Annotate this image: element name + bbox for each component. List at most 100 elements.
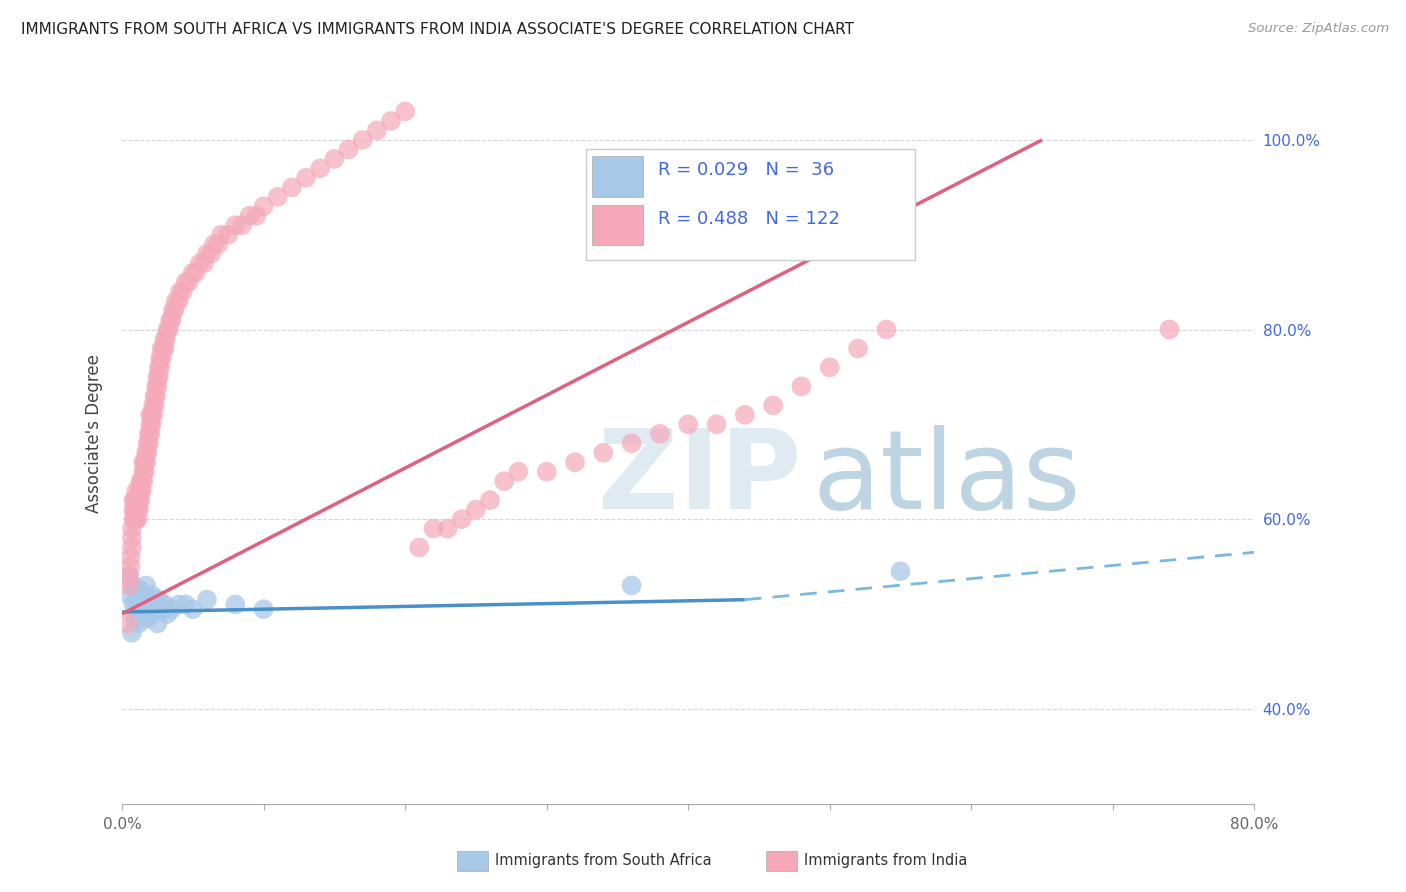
Point xyxy=(323,152,346,166)
Point xyxy=(135,455,157,469)
Point xyxy=(238,209,260,223)
Point xyxy=(245,209,267,223)
Point xyxy=(352,133,374,147)
Point xyxy=(309,161,332,176)
Point xyxy=(152,342,174,356)
Point xyxy=(127,607,149,621)
Point xyxy=(141,408,163,422)
Point xyxy=(148,592,170,607)
Point xyxy=(139,417,162,432)
Point xyxy=(127,502,149,516)
Point xyxy=(136,446,159,460)
Point xyxy=(224,218,246,232)
Point xyxy=(139,598,162,612)
Point xyxy=(281,180,304,194)
Point xyxy=(172,285,194,299)
Text: R = 0.029   N =  36: R = 0.029 N = 36 xyxy=(658,161,834,178)
Point xyxy=(135,446,157,460)
Text: ZIP: ZIP xyxy=(598,425,801,532)
Point xyxy=(118,569,141,583)
Point xyxy=(762,398,785,412)
Point xyxy=(160,602,183,616)
Point xyxy=(648,426,671,441)
Point xyxy=(127,493,149,508)
Point xyxy=(134,588,156,602)
Point xyxy=(143,389,166,403)
Point xyxy=(121,531,143,545)
Point xyxy=(121,625,143,640)
Point xyxy=(142,408,165,422)
Point xyxy=(165,294,187,309)
Point xyxy=(148,370,170,384)
Point xyxy=(150,602,173,616)
Point xyxy=(184,266,207,280)
Point xyxy=(132,465,155,479)
Point xyxy=(142,398,165,412)
Point xyxy=(138,436,160,450)
Point xyxy=(209,227,232,242)
Point xyxy=(706,417,728,432)
Point xyxy=(875,322,897,336)
Point xyxy=(125,512,148,526)
Point xyxy=(818,360,841,375)
Point xyxy=(141,417,163,432)
FancyBboxPatch shape xyxy=(592,204,643,245)
Point xyxy=(131,483,153,498)
Point xyxy=(138,426,160,441)
Point xyxy=(464,502,486,516)
Point xyxy=(174,275,197,289)
Point xyxy=(122,578,145,592)
Point xyxy=(217,227,239,242)
Point xyxy=(155,332,177,346)
Point xyxy=(160,313,183,327)
Text: R = 0.488   N = 122: R = 0.488 N = 122 xyxy=(658,211,839,228)
Point xyxy=(128,483,150,498)
Point xyxy=(508,465,530,479)
Point xyxy=(195,592,218,607)
Point xyxy=(536,465,558,479)
Point xyxy=(1159,322,1181,336)
Point xyxy=(252,602,274,616)
Point xyxy=(150,351,173,365)
Point xyxy=(295,170,318,185)
Point xyxy=(122,502,145,516)
Point xyxy=(207,237,229,252)
Point xyxy=(118,588,141,602)
Point xyxy=(129,493,152,508)
Point xyxy=(564,455,586,469)
Point xyxy=(592,446,614,460)
Point xyxy=(394,104,416,119)
Point xyxy=(145,379,167,393)
Point xyxy=(121,522,143,536)
Point xyxy=(479,493,502,508)
Point xyxy=(156,322,179,336)
Point xyxy=(145,389,167,403)
Point xyxy=(129,583,152,598)
Text: Immigrants from India: Immigrants from India xyxy=(804,854,967,868)
Point xyxy=(118,569,141,583)
Point xyxy=(337,142,360,156)
Point xyxy=(162,303,184,318)
Point xyxy=(169,285,191,299)
Point xyxy=(122,598,145,612)
Point xyxy=(125,493,148,508)
Point xyxy=(193,256,215,270)
Point xyxy=(167,294,190,309)
Point xyxy=(132,474,155,488)
Point xyxy=(159,313,181,327)
Point xyxy=(174,598,197,612)
Point xyxy=(139,426,162,441)
Point xyxy=(134,455,156,469)
Point xyxy=(150,342,173,356)
Point xyxy=(135,578,157,592)
Point xyxy=(124,493,146,508)
Point xyxy=(200,246,222,260)
Point xyxy=(136,602,159,616)
Point xyxy=(167,598,190,612)
Point xyxy=(125,602,148,616)
Point xyxy=(620,436,643,450)
Point xyxy=(149,351,172,365)
Point xyxy=(127,512,149,526)
Point xyxy=(121,541,143,555)
Point xyxy=(142,607,165,621)
